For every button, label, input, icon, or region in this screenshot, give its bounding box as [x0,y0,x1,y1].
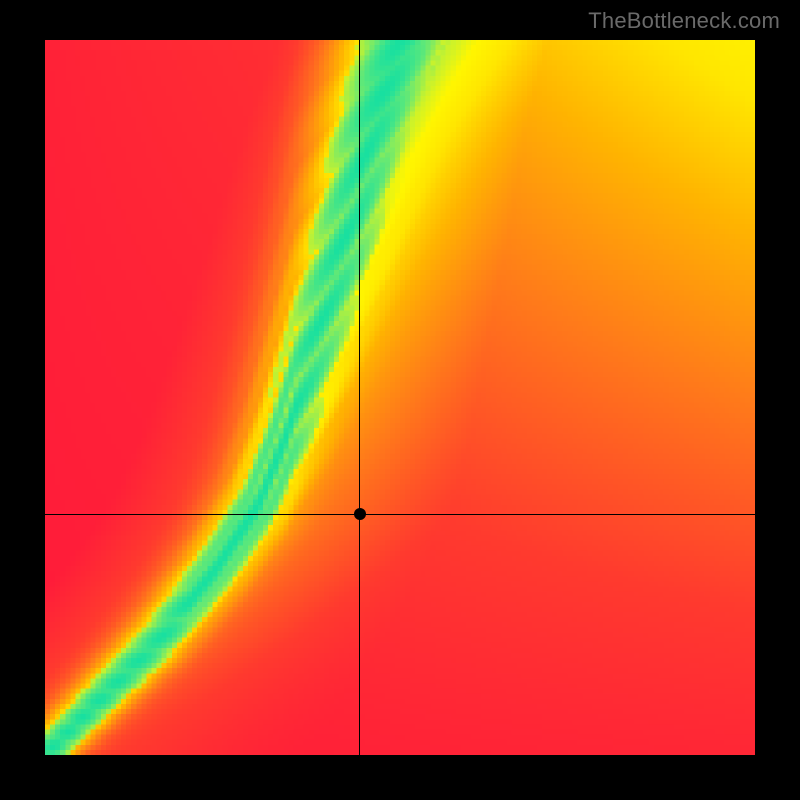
heatmap-plot-area [45,40,755,755]
heatmap-canvas [45,40,755,755]
crosshair-horizontal [45,514,755,515]
watermark-text: TheBottleneck.com [588,8,780,34]
marker-dot [354,508,366,520]
crosshair-vertical [359,40,360,755]
